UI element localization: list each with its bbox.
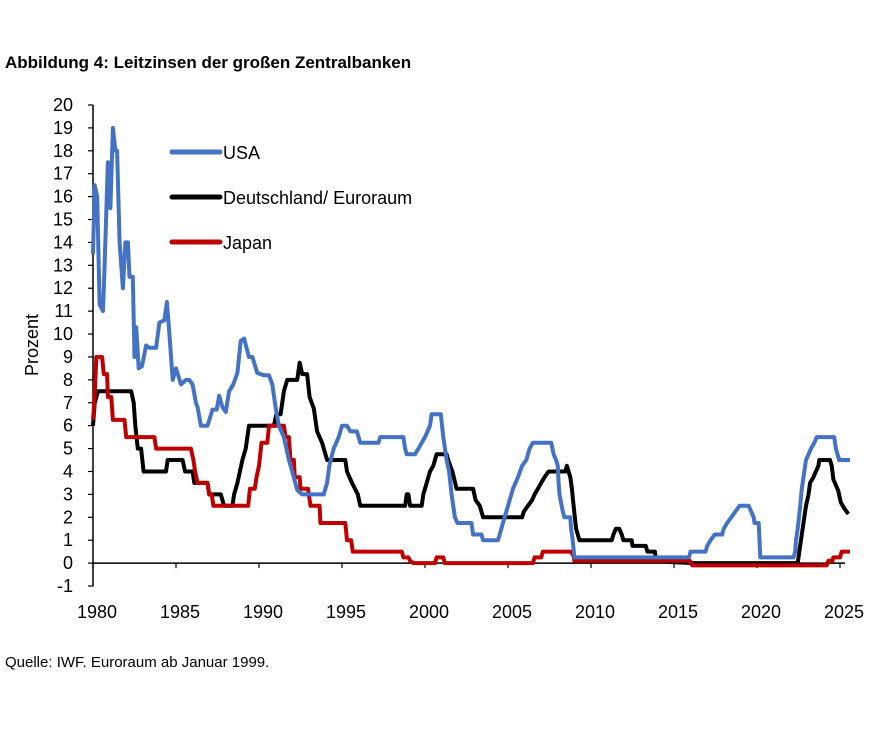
source-note: Quelle: IWF. Euroraum ab Januar 1999. — [5, 654, 269, 671]
series-group — [91, 125, 850, 568]
y-tick-label: 13 — [53, 255, 73, 275]
y-tick-label: 14 — [53, 232, 73, 252]
y-tick-label: 1 — [63, 530, 73, 550]
legend: USA Deutschland/ Euroraum Japan — [169, 143, 412, 253]
y-tick-label: 9 — [63, 347, 73, 367]
x-tick-label: 1995 — [326, 602, 366, 622]
y-tick-label: 10 — [53, 324, 73, 344]
y-tick-label: 16 — [53, 187, 73, 207]
y-tick-label: 4 — [63, 461, 73, 481]
legend-label: Japan — [223, 233, 272, 253]
y-tick-label: 20 — [53, 95, 73, 115]
x-tick-label: 2005 — [492, 602, 532, 622]
y-tick-label: 11 — [54, 301, 73, 321]
y-tick-label: 6 — [63, 416, 73, 436]
x-tick-label: 1985 — [160, 602, 200, 622]
series-line-usa — [91, 125, 850, 560]
series-line-japan — [91, 355, 850, 568]
y-tick-label: 2 — [63, 507, 73, 527]
y-tick-label: 17 — [53, 164, 73, 184]
x-tick-label: 2000 — [409, 602, 449, 622]
y-tick-label: 19 — [53, 118, 73, 138]
y-axis-label: Prozent — [22, 314, 42, 376]
y-tick-label: -1 — [57, 576, 73, 596]
chart-title: Abbildung 4: Leitzinsen der großen Zentr… — [5, 53, 411, 72]
series-line-deutschland-euroraum — [91, 360, 850, 566]
legend-label: Deutschland/ Euroraum — [223, 188, 412, 208]
y-tick-label: 18 — [53, 141, 73, 161]
y-tick-label: 3 — [63, 484, 73, 504]
x-tick-label: 2010 — [575, 602, 615, 622]
x-tick-label: 1980 — [77, 602, 117, 622]
y-tick-label: 15 — [53, 210, 73, 230]
y-tick-label: 8 — [63, 370, 73, 390]
y-tick-label: 5 — [63, 439, 73, 459]
y-tick-label: 7 — [63, 393, 73, 413]
x-tick-label: 1990 — [243, 602, 283, 622]
y-tick-label: 12 — [53, 278, 73, 298]
x-tick-label: 2025 — [824, 602, 864, 622]
x-tick-label: 2020 — [741, 602, 781, 622]
legend-label: USA — [223, 143, 260, 163]
y-tick-label: 0 — [63, 553, 73, 573]
x-tick-label: 2015 — [658, 602, 698, 622]
